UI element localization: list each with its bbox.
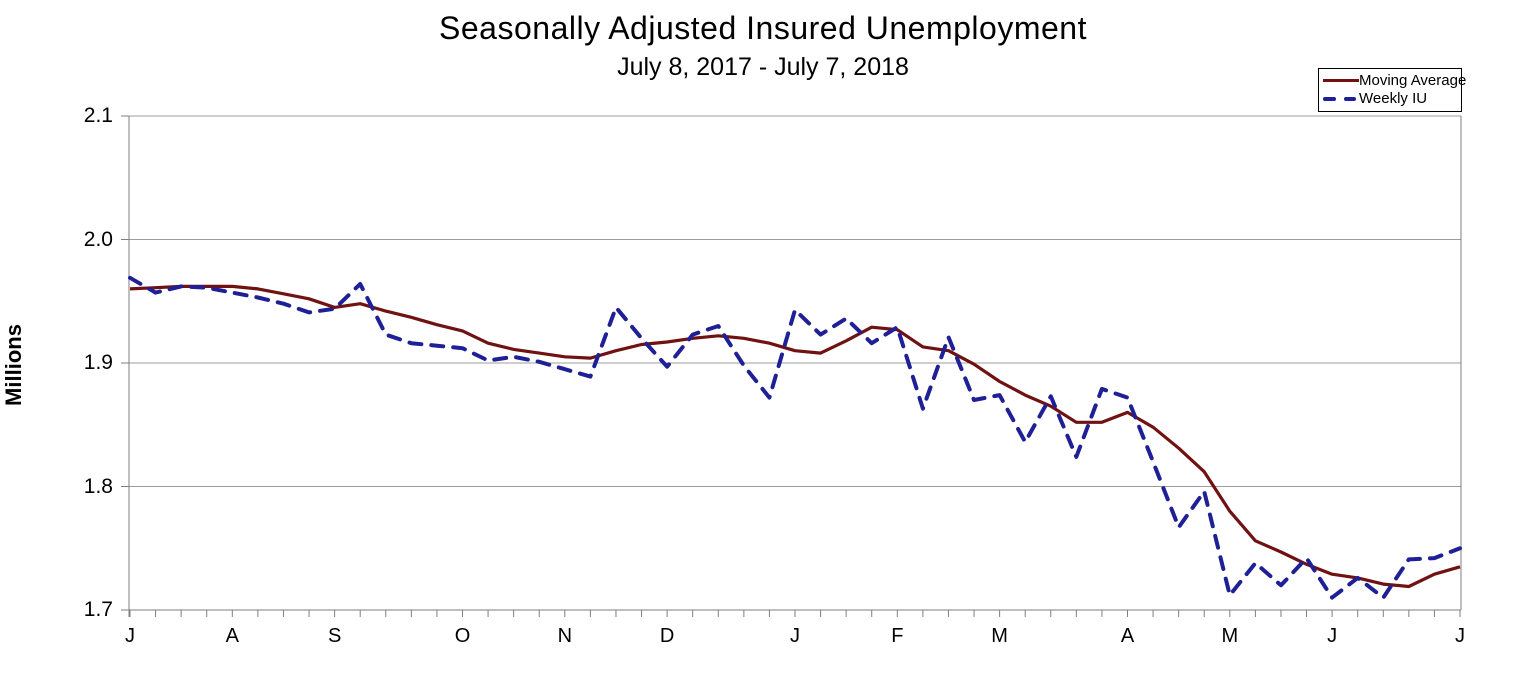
- legend-label-moving-average: Moving Average: [1359, 71, 1467, 89]
- x-tick-label: A: [1120, 625, 1135, 647]
- x-tick-label: D: [659, 625, 675, 647]
- legend-item-weekly-iu: Weekly IU: [1323, 90, 1457, 108]
- series-weekly-iu-line: [128, 275, 1462, 600]
- x-tick-label: J: [790, 625, 800, 647]
- x-tick-label: M: [1221, 625, 1239, 647]
- x-tick-label: J: [1455, 625, 1465, 647]
- x-tick-label: M: [991, 625, 1008, 647]
- chart-title: Seasonally Adjusted Insured Unemployment: [439, 10, 1087, 46]
- legend-item-moving-average: Moving Average: [1323, 72, 1466, 90]
- y-tick-label: 1.8: [83, 474, 113, 498]
- x-tick-label: S: [327, 625, 342, 647]
- chart-subtitle: July 8, 2017 - July 7, 2018: [617, 53, 909, 81]
- x-tick-label: J: [125, 625, 135, 647]
- x-tick-label: A: [225, 625, 239, 647]
- y-tick-label: 1.7: [83, 598, 113, 621]
- y-tick-label: 1.9: [83, 351, 113, 374]
- series-moving-average-line: [129, 284, 1461, 589]
- x-tick-label: O: [454, 625, 471, 647]
- legend-label-weekly-iu: Weekly IU: [1359, 90, 1428, 108]
- x-tick-label: F: [891, 625, 904, 647]
- x-tick-label: N: [557, 625, 573, 647]
- moving-average-line-swatch-icon: [1323, 72, 1359, 90]
- x-tick-label: J: [1327, 625, 1338, 647]
- legend: Moving Average Weekly IU: [1318, 68, 1466, 112]
- y-tick-label: 2.1: [83, 104, 113, 127]
- y-tick-label: 2.0: [83, 227, 113, 251]
- weekly-iu-dashed-swatch-icon: [1323, 90, 1359, 108]
